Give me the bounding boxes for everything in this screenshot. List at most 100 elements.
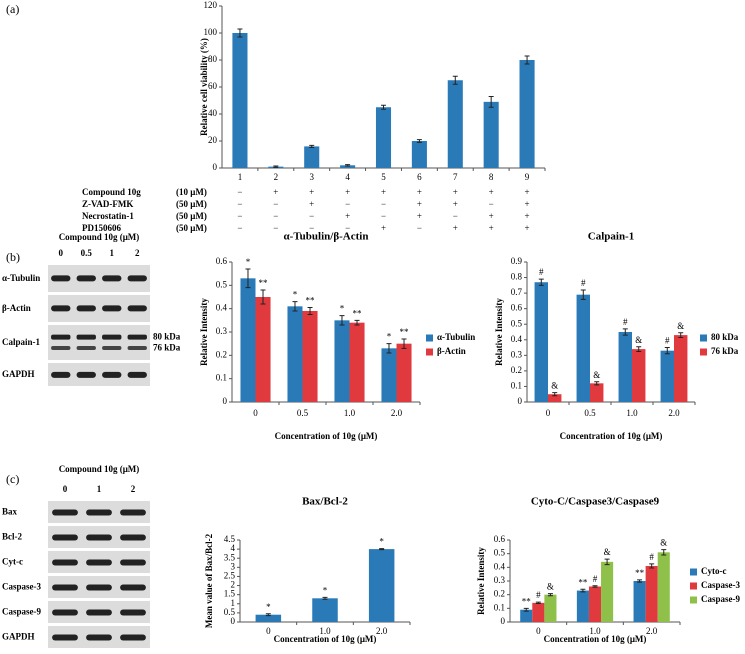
y-tick-label: 20 (208, 135, 218, 145)
blot-row-label: GAPDH (2, 632, 35, 642)
bar (532, 602, 545, 622)
significance-marker: # (539, 267, 544, 277)
legend-swatch (690, 568, 697, 576)
x-tick-label: 1.0 (589, 626, 601, 636)
blot-band (86, 634, 112, 641)
x-tick-label: 5 (381, 172, 386, 182)
y-tick-label: 0.4 (216, 303, 228, 313)
row-label: PD150606 (82, 223, 121, 233)
blot-band (120, 534, 146, 541)
y-tick-label: 0.6 (511, 303, 523, 313)
error-bar (604, 558, 610, 566)
blot-row-label: Calpain-1 (2, 337, 41, 347)
significance-marker: ** (259, 278, 269, 288)
significance-marker: # (649, 552, 654, 562)
significance-marker: # (593, 574, 598, 584)
significance-marker: # (581, 278, 586, 288)
bar (576, 590, 589, 622)
significance-marker: # (623, 317, 628, 327)
legend-swatch (690, 582, 697, 590)
sign: − (237, 187, 242, 197)
x-tick-label: 7 (453, 172, 458, 182)
sign: − (273, 199, 278, 209)
y-tick-label: 2 (231, 580, 236, 590)
blot-band (127, 275, 147, 282)
error-bar (547, 593, 553, 597)
x-tick-label: 1.0 (319, 626, 331, 636)
sign: − (237, 223, 242, 233)
y-tick-label: 0.3 (494, 575, 506, 585)
bar (312, 598, 338, 622)
y-tick-label: 0.5 (511, 318, 523, 328)
bar (381, 348, 397, 402)
x-tick-label: 6 (417, 172, 422, 182)
blot-band (52, 509, 78, 516)
y-tick-label: 3 (231, 561, 236, 571)
row-label: Compound 10g (82, 187, 141, 197)
x-tick-label: 3 (309, 172, 314, 182)
blot-band (52, 634, 78, 641)
y-tick-label: 2.5 (224, 571, 236, 581)
sign: + (453, 223, 458, 233)
lane-label: 0.5 (81, 248, 93, 258)
blot-band (51, 334, 71, 340)
blot-row-label: α-Tubulin (2, 273, 40, 283)
sign: − (237, 199, 242, 209)
blot-band (86, 609, 112, 616)
chart-title: α-Tubulin/β-Actin (284, 231, 369, 243)
significance-marker: ** (578, 577, 588, 587)
blot-band (102, 275, 122, 282)
error-bar (339, 315, 345, 326)
sign: + (453, 187, 458, 197)
significance-marker: & (635, 335, 642, 345)
significance-marker: & (551, 381, 558, 391)
error-bar (416, 139, 422, 143)
x-tick-label: 2.0 (391, 408, 403, 418)
blot-band (51, 275, 71, 282)
significance-marker: ** (400, 327, 410, 337)
blot-title: Compound 10g (μM) (59, 232, 140, 242)
blot-row-label: Cyt-c (2, 557, 23, 567)
chart-title: Bax/Bcl-2 (302, 496, 348, 508)
blot-band (102, 334, 122, 340)
sign: − (309, 223, 314, 233)
error-bar (345, 164, 351, 167)
blot-band (86, 559, 112, 566)
error-bar (664, 347, 670, 355)
bar (645, 565, 658, 622)
sign: + (417, 199, 422, 209)
error-bar (381, 104, 386, 110)
error-bar (552, 392, 558, 397)
bar (255, 614, 282, 622)
bar (287, 306, 303, 402)
sign: + (525, 187, 530, 197)
y-tick-label: 0.7 (511, 287, 523, 297)
blot-band (52, 534, 78, 541)
blot-row-label: Caspase-9 (2, 607, 42, 617)
bar (660, 350, 674, 402)
significance-marker: ** (522, 596, 532, 606)
bar (618, 332, 632, 402)
sign: + (525, 211, 530, 221)
legend-label: 80 kDa (711, 332, 739, 342)
panel-label: (a) (6, 2, 19, 16)
blot-band (51, 346, 71, 351)
significance-marker: * (293, 290, 298, 300)
y-tick-label: 0.8 (511, 272, 523, 282)
bar (232, 33, 248, 168)
bar (447, 80, 463, 168)
blot-band (76, 305, 96, 312)
significance-marker: * (323, 585, 328, 595)
bar (534, 282, 548, 402)
blot-band (86, 509, 112, 516)
bar (368, 549, 395, 622)
sign: − (345, 199, 350, 209)
y-tick-label: 60 (208, 81, 218, 91)
error-bar (592, 585, 598, 588)
significance-marker: # (536, 590, 541, 600)
sign: − (381, 211, 386, 221)
blot-band (51, 305, 71, 312)
bar (674, 335, 688, 402)
y-tick-label: 0.9 (511, 256, 523, 266)
x-tick-label: 0 (253, 408, 258, 418)
